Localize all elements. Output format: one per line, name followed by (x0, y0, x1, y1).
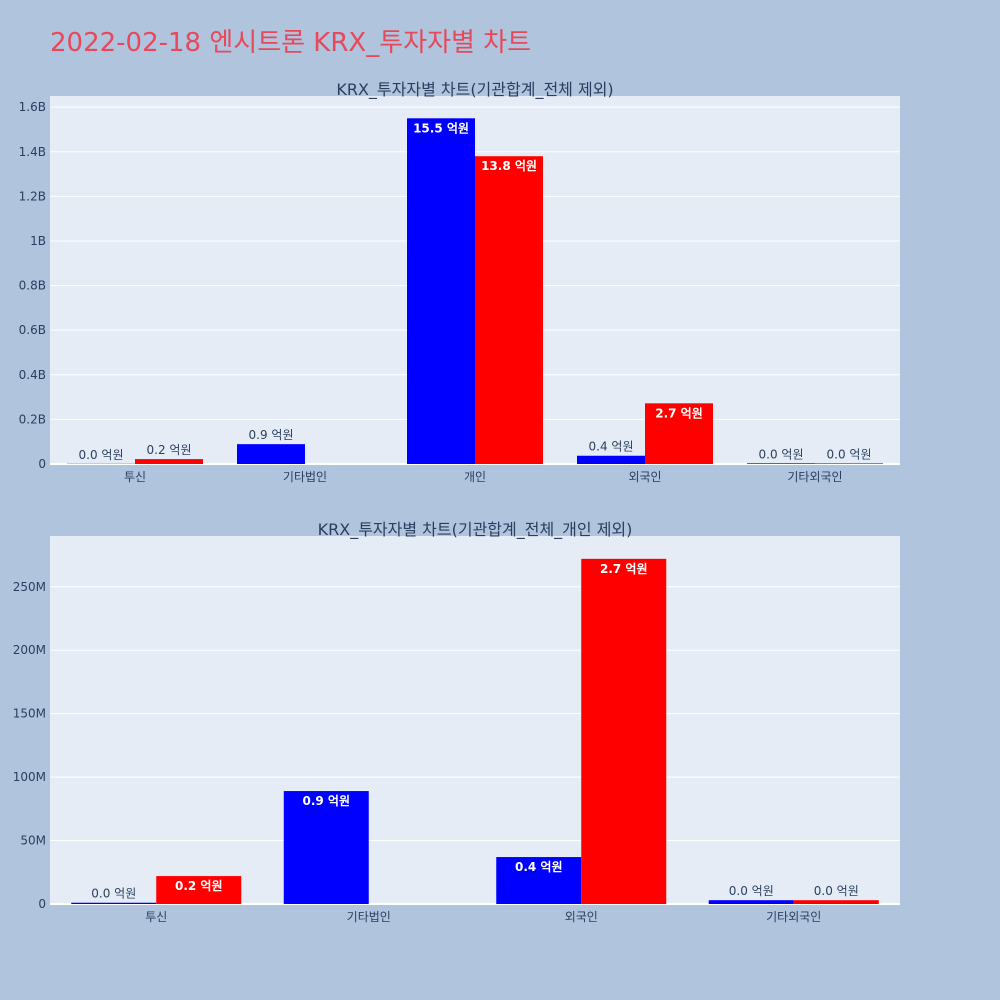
bottom-chart-data-label: 0.4 억원 (515, 860, 563, 874)
bottom-chart-bar (581, 559, 666, 904)
bottom-chart-data-label: 0.2 억원 (175, 879, 223, 893)
bottom-chart-ytick-label: 0 (38, 897, 46, 911)
bottom-chart-ytick-label: 100M (13, 770, 46, 784)
bottom-chart-ytick-label: 150M (13, 707, 46, 721)
bottom-chart-bar (709, 900, 794, 904)
bottom-chart-plot-area (50, 536, 900, 904)
bottom-chart-xtick-label: 기타외국인 (766, 910, 821, 924)
bottom-chart-data-label: 2.7 억원 (600, 562, 648, 576)
bottom-chart-data-label: 0.0 억원 (91, 887, 136, 901)
bottom-chart-title: KRX_투자자별 차트(기관합계_전체_개인 제외) (318, 520, 633, 540)
bottom-chart-xtick-label: 외국인 (565, 910, 598, 924)
bottom-chart-data-label: 0.0 억원 (729, 884, 774, 898)
bottom-chart-data-label: 0.0 억원 (814, 884, 859, 898)
bottom-chart-bar (71, 903, 156, 904)
bottom-chart-ytick-label: 250M (13, 580, 46, 594)
bottom-chart-data-label: 0.9 억원 (302, 794, 350, 808)
bottom-chart-ytick-label: 200M (13, 643, 46, 657)
bottom-chart-xtick-label: 투신 (145, 910, 167, 924)
bottom-chart-ytick-label: 50M (20, 834, 46, 848)
bottom-chart-xtick-label: 기타법인 (347, 910, 391, 924)
bottom-chart-bar (794, 900, 879, 904)
